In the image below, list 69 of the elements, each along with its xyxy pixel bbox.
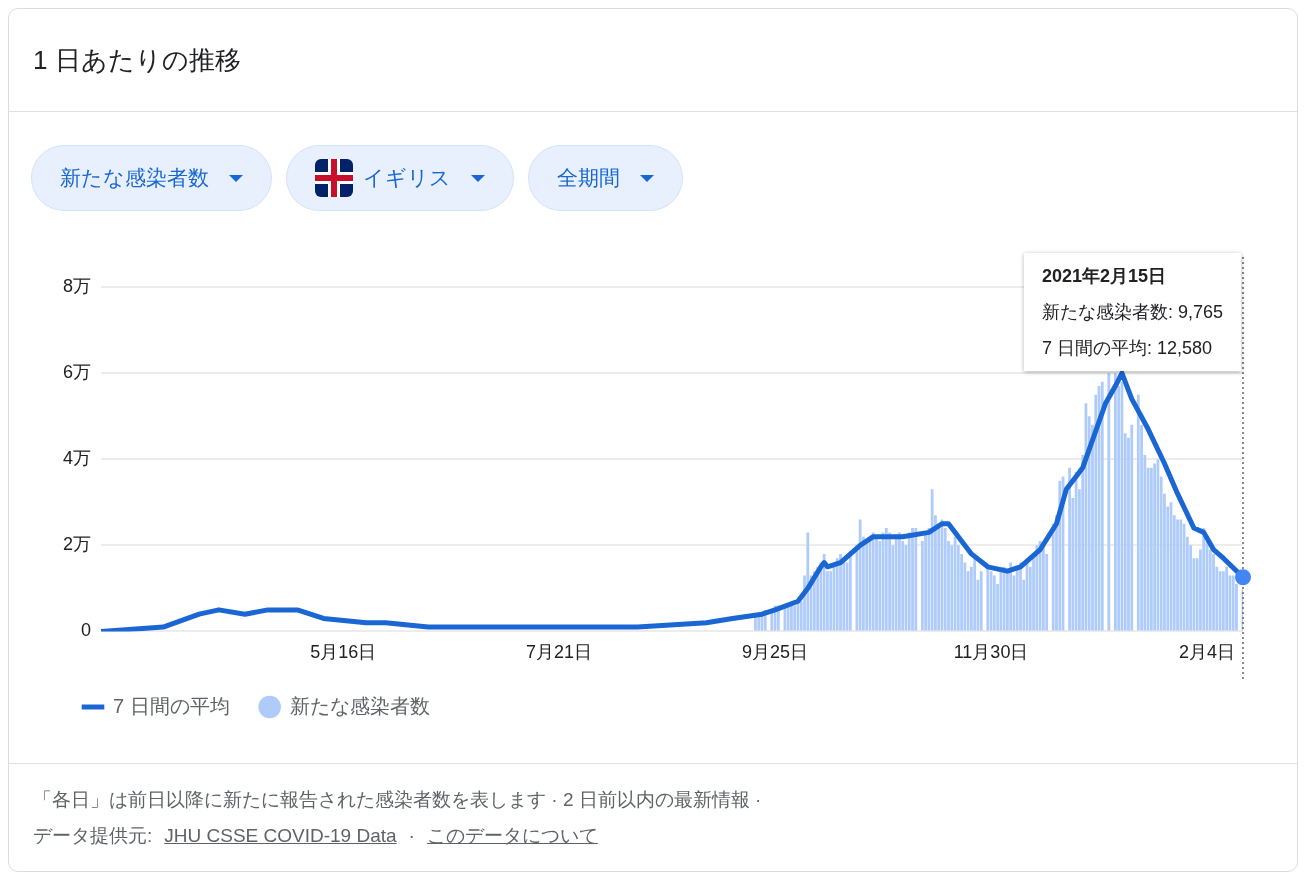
bar <box>1130 424 1134 631</box>
annotation: 7 日間の平均: 12,580 <box>1041 337 1213 358</box>
bar <box>911 528 914 631</box>
bar <box>888 532 891 631</box>
y-tick-label: 6万 <box>63 362 92 383</box>
bar <box>898 532 901 631</box>
x-tick-label: 9月25日 <box>742 642 809 663</box>
text: このデータについて <box>426 825 598 846</box>
y-tick-label: 4万 <box>63 448 92 469</box>
bar <box>979 571 983 631</box>
bar <box>1176 519 1179 631</box>
bar <box>1212 553 1215 631</box>
bar <box>973 558 977 631</box>
x-tick-label: 5月16日 <box>310 642 377 663</box>
bar <box>848 553 852 631</box>
bar <box>1074 472 1078 631</box>
bar <box>858 519 862 631</box>
bar <box>1107 373 1111 631</box>
bar <box>1009 562 1013 631</box>
bar <box>1179 519 1183 631</box>
bar <box>829 571 833 631</box>
bar <box>884 528 888 631</box>
legend-label: 7 日間の平均 <box>113 694 230 717</box>
bar <box>924 532 927 631</box>
text: · <box>408 825 415 846</box>
x-tick-label: 7月21日 <box>526 642 593 663</box>
bar <box>793 605 797 631</box>
bar <box>1100 381 1104 631</box>
bar <box>992 575 996 631</box>
bar <box>871 532 875 631</box>
bar <box>907 532 911 631</box>
bar <box>1035 545 1039 631</box>
text: JHU CSSE COVID-19 Data <box>164 825 397 846</box>
bar <box>790 605 793 631</box>
bar <box>1002 566 1006 631</box>
bar <box>839 553 842 631</box>
x-tick-label: 2月4日 <box>1178 642 1236 663</box>
bar <box>822 553 826 631</box>
bar <box>1038 541 1042 631</box>
text: イギリス <box>363 165 451 191</box>
bar <box>806 532 810 631</box>
bar <box>1042 545 1045 631</box>
text: 新たな感染者数 <box>60 165 209 191</box>
bar <box>1068 467 1071 631</box>
annotation: 新たな感染者数: 9,765 <box>1041 301 1223 322</box>
bar <box>1136 394 1140 631</box>
legend-label: 新たな感染者数 <box>289 694 430 717</box>
text: データ提供元: <box>33 825 153 846</box>
bar <box>986 566 990 631</box>
bar <box>1153 463 1157 631</box>
bar <box>875 536 878 631</box>
text: 「各日」は前日以降に新たに報告された感染者数を表します · 2 日前以内の最新情報 · <box>33 788 763 812</box>
y-tick-label: 0 <box>81 620 92 641</box>
bar <box>999 566 1003 631</box>
text: 全期間 <box>557 165 620 191</box>
bar <box>914 528 918 631</box>
bar <box>894 536 898 631</box>
y-tick-label: 2万 <box>63 534 92 555</box>
bar <box>865 541 869 631</box>
x-tick-label: 11月30日 <box>953 642 1029 663</box>
text: 2021年2月15日 <box>1041 265 1167 286</box>
y-tick-label: 8万 <box>63 275 92 296</box>
bar <box>835 558 839 631</box>
bar <box>1225 566 1229 631</box>
bar <box>1019 562 1022 631</box>
bar <box>930 489 934 631</box>
bar <box>1202 528 1206 631</box>
bar <box>1113 373 1117 631</box>
chart-title: 1 日あたりの推移 <box>9 9 1297 112</box>
